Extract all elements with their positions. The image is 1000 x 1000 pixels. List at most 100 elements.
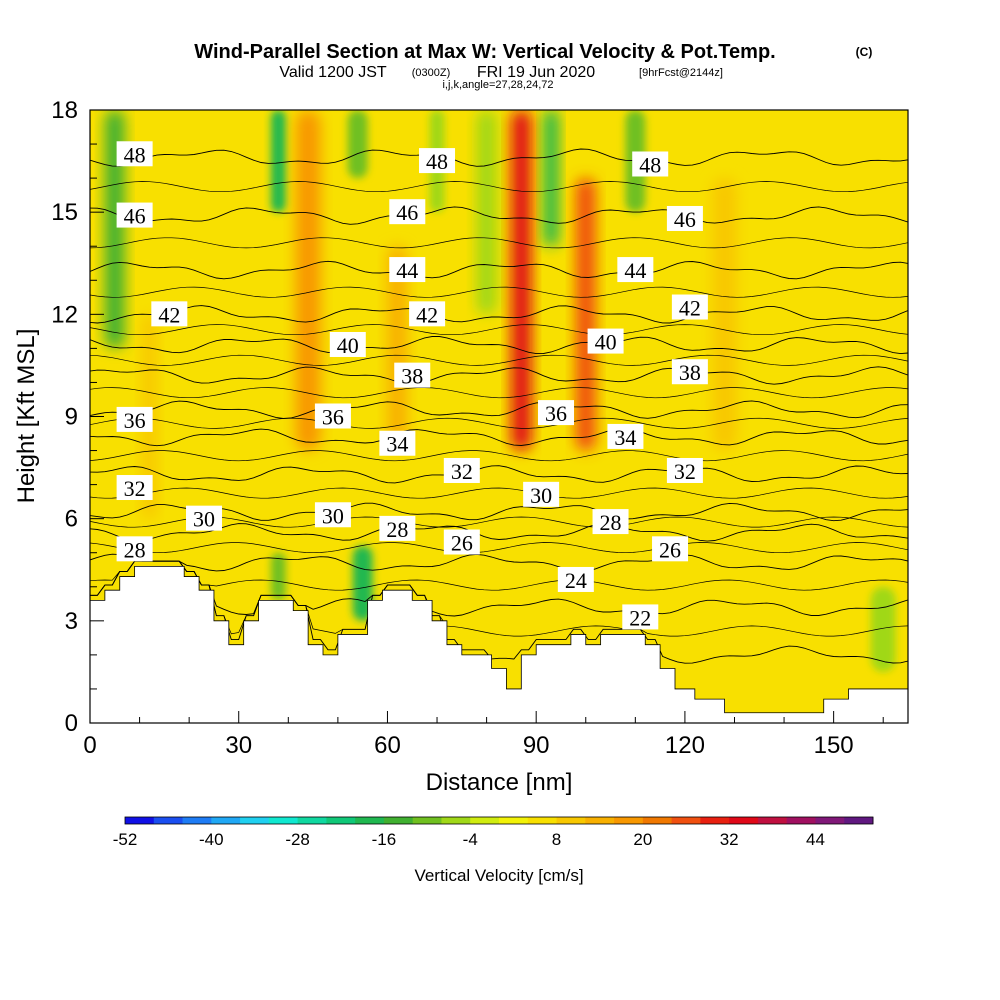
y-tick-label: 9 [65, 404, 78, 431]
svg-text:32: 32 [451, 459, 473, 484]
colorbar-tick-label: 20 [633, 830, 652, 849]
svg-text:48: 48 [639, 152, 661, 177]
vertical-velocity-bands [104, 110, 896, 672]
velocity-band [104, 110, 125, 349]
svg-text:30: 30 [322, 503, 344, 528]
y-axis: 0 3 6 9 12 15 18 [51, 97, 104, 737]
theta-label: 38 [671, 359, 708, 385]
svg-text:48: 48 [426, 149, 448, 174]
isoline-intermediate [90, 487, 908, 499]
theta-label: 30 [314, 502, 351, 528]
isoline-intermediate [90, 542, 908, 554]
colorbar-swatch [556, 817, 586, 824]
isoline-intermediate [90, 237, 908, 249]
isoline-30 [90, 502, 908, 522]
isoline-intermediate [90, 450, 908, 462]
x-axis: 0 30 60 90 120 150 [83, 711, 884, 759]
theta-label: 42 [151, 301, 188, 327]
svg-text:32: 32 [124, 476, 146, 501]
subtitle-utc-time: (0300Z) [412, 67, 451, 79]
svg-text:36: 36 [124, 408, 146, 433]
colorbar-tick-label: -52 [113, 830, 138, 849]
theta-label: 26 [652, 536, 689, 562]
svg-text:36: 36 [322, 405, 344, 430]
colorbar-swatch [671, 817, 701, 824]
colorbar: -52 -40 -28 -16 -4 8 20 32 44 [113, 816, 874, 849]
isoline-intermediate [90, 354, 908, 366]
theta-label: 34 [607, 423, 644, 450]
colorbar-tick-label: 32 [720, 830, 739, 849]
velocity-band [476, 110, 497, 315]
svg-text:44: 44 [396, 258, 418, 283]
svg-text:46: 46 [396, 200, 418, 225]
svg-text:38: 38 [679, 360, 701, 385]
theta-label: 32 [443, 457, 480, 484]
isoline-intermediate [90, 181, 908, 193]
x-tick-label: 30 [225, 732, 252, 759]
y-tick-label: 3 [65, 608, 78, 635]
colorbar-swatch [470, 817, 500, 824]
theta-label: 36 [538, 400, 575, 426]
theta-label: 48 [419, 148, 456, 174]
theta-label: 28 [379, 515, 416, 542]
theta-label: 32 [116, 475, 153, 501]
isoline-intermediate [90, 387, 908, 399]
y-tick-label: 18 [51, 97, 78, 124]
colorbar-swatch [355, 817, 385, 824]
isoline-32 [90, 465, 908, 484]
x-tick-label: 0 [83, 732, 96, 759]
colorbar-tick-label: -40 [199, 830, 224, 849]
colorbar-tick-label: 44 [806, 830, 825, 849]
svg-text:26: 26 [451, 531, 473, 556]
isoline-38 [90, 366, 908, 385]
svg-text:40: 40 [595, 330, 617, 355]
colorbar-swatch [211, 817, 241, 824]
colorbar-swatch [527, 817, 558, 824]
velocity-band [387, 246, 408, 451]
svg-text:42: 42 [416, 302, 438, 327]
colorbar-swatch [815, 817, 845, 824]
theta-label: 26 [443, 529, 480, 556]
svg-text:34: 34 [386, 432, 408, 457]
subtitle-date: FRI 19 Jun 2020 [477, 64, 595, 81]
velocity-band [347, 110, 368, 179]
svg-text:24: 24 [565, 568, 587, 593]
isoline-intermediate [90, 560, 908, 591]
chart-gridpoint-info: i,j,k,angle=27,28,24,72 [442, 79, 553, 91]
velocity-band [270, 110, 286, 213]
subtitle-valid-time: Valid 1200 JST [279, 64, 387, 81]
colorbar-swatch [268, 817, 299, 824]
theta-label: 22 [622, 604, 659, 630]
colorbar-tick-label: -28 [285, 830, 310, 849]
theta-label: 36 [314, 403, 351, 430]
colorbar-swatch [585, 817, 615, 824]
colorbar-swatch [757, 817, 788, 824]
svg-text:34: 34 [614, 425, 636, 450]
theta-label: 46 [116, 202, 153, 229]
potential-temperature-isolines [90, 148, 908, 664]
chart-title: Wind-Parallel Section at Max W: Vertical… [194, 41, 775, 63]
x-axis-label: Distance [nm] [426, 769, 573, 796]
svg-text:28: 28 [600, 510, 622, 535]
theta-label: 32 [666, 457, 703, 484]
svg-text:46: 46 [124, 204, 146, 229]
isoline-intermediate [90, 417, 908, 429]
colorbar-swatch [614, 817, 644, 824]
isoline-46 [90, 206, 908, 225]
isoline-34 [90, 427, 908, 447]
theta-label: 38 [394, 362, 431, 389]
colorbar-swatch [182, 817, 212, 824]
theta-label: 46 [389, 199, 426, 225]
svg-text:30: 30 [530, 483, 552, 508]
colorbar-swatch [153, 817, 184, 824]
svg-text:42: 42 [158, 302, 180, 327]
colorbar-swatch [240, 817, 270, 824]
theta-label: 28 [592, 509, 629, 535]
y-tick-label: 12 [51, 301, 78, 328]
colorbar-swatch [642, 817, 673, 824]
potential-temperature-labels: 48 48 48 46 46 46 44 44 42 42 42 40 40 38 38 36 36 36 34 34… [116, 141, 708, 630]
svg-text:38: 38 [401, 364, 423, 389]
theta-label: 44 [389, 257, 426, 283]
theta-label: 42 [409, 301, 446, 327]
theta-label: 30 [186, 505, 223, 532]
